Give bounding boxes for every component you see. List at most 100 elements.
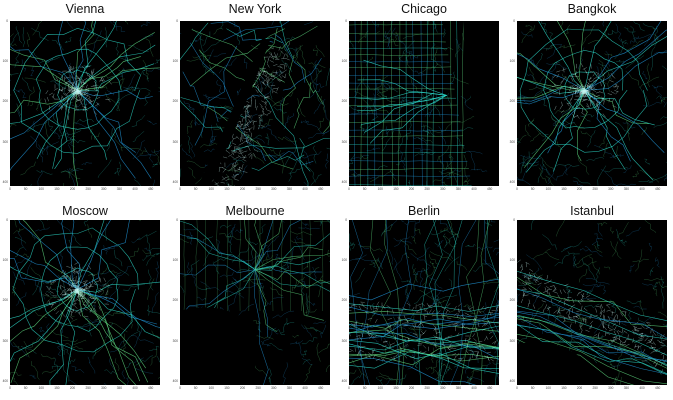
x-tick-label: 250 [255, 187, 261, 191]
x-tick-label: 100 [208, 187, 214, 191]
y-tick-label: 400 [2, 378, 8, 383]
y-tick-label: 0 [176, 218, 178, 222]
y-tick-label: 100 [341, 258, 347, 263]
x-tick-label: 0 [179, 386, 181, 390]
x-tick-label: 50 [530, 386, 535, 390]
y-tick-label: 100 [172, 258, 178, 263]
x-tick-label: 150 [224, 386, 230, 390]
x-tick-label: 100 [377, 386, 383, 390]
y-tick-label: 200 [2, 298, 8, 303]
y-tick-label: 400 [2, 179, 8, 184]
road-network-map [10, 220, 160, 385]
x-tick-label: 250 [424, 187, 430, 191]
x-tick-label: 250 [592, 386, 598, 390]
road-network-graphic [517, 220, 667, 385]
y-tick-label: 400 [341, 179, 347, 184]
y-tick-label: 400 [172, 378, 178, 383]
x-tick-label: 100 [38, 386, 44, 390]
x-tick-label: 450 [317, 187, 324, 191]
x-tick-label: 0 [516, 386, 518, 390]
road-network-graphic [349, 21, 499, 186]
x-tick-label: 450 [654, 187, 661, 191]
x-tick-label: 150 [561, 386, 567, 390]
x-tick-label: 400 [132, 187, 138, 191]
road-network-graphic [10, 220, 160, 385]
x-tick-label: 350 [116, 386, 123, 390]
x-tick-label: 150 [224, 187, 230, 191]
x-tick-label: 150 [393, 386, 399, 390]
road-network-graphic [349, 220, 499, 385]
y-tick-label: 0 [6, 218, 8, 222]
map-panel-bangkok: Bangkok 0 100 200 300 400 0 50 100 150 200 250 300 35… [510, 0, 667, 400]
x-tick-label: 400 [639, 386, 645, 390]
x-tick-label: 200 [239, 386, 246, 390]
x-tick-label: 250 [592, 187, 598, 191]
x-tick-label: 150 [54, 187, 60, 191]
x-tick-label: 350 [455, 386, 462, 390]
x-tick-label: 300 [608, 187, 614, 191]
y-tick-label: 200 [341, 99, 347, 104]
x-tick-label: 100 [545, 386, 551, 390]
map-title: Moscow [62, 204, 108, 218]
x-tick-label: 0 [9, 187, 11, 191]
x-tick-label: 450 [486, 386, 493, 390]
x-tick-label: 200 [239, 187, 246, 191]
x-tick-label: 450 [147, 187, 154, 191]
map-panel-vienna: Vienna 0 100 200 300 400 0 50 100 150 200 250 300 350… [3, 0, 160, 400]
map-title: Istanbul [570, 204, 614, 218]
map-title: Chicago [401, 2, 447, 16]
road-network-map [180, 21, 330, 186]
x-tick-label: 300 [440, 386, 446, 390]
x-tick-label: 450 [654, 386, 661, 390]
map-panel-moscow: Moscow 0 100 200 300 400 0 50 100 150 200 250 300 350… [3, 0, 160, 400]
map-panel-istanbul: Istanbul 0 100 200 300 400 0 50 100 150 200 250 300 3… [510, 0, 667, 400]
x-tick-label: 50 [530, 187, 535, 191]
x-tick-label: 350 [116, 187, 123, 191]
x-tick-label: 50 [362, 386, 367, 390]
y-tick-label: 100 [341, 59, 347, 64]
map-panel-chicago: Chicago 0 100 200 300 400 0 50 100 150 200 250 300 35… [342, 0, 499, 400]
y-tick-label: 0 [345, 19, 347, 23]
road-network-map [349, 21, 499, 186]
x-tick-label: 300 [101, 386, 107, 390]
road-network-graphic [180, 21, 330, 186]
x-tick-label: 0 [348, 386, 350, 390]
y-tick-label: 400 [509, 378, 515, 383]
y-tick-label: 200 [509, 99, 515, 104]
x-tick-label: 250 [85, 386, 91, 390]
y-tick-label: 0 [6, 19, 8, 23]
x-tick-label: 400 [471, 386, 477, 390]
y-tick-label: 300 [172, 338, 178, 343]
x-tick-label: 400 [471, 187, 477, 191]
x-tick-label: 0 [348, 187, 350, 191]
y-tick-label: 400 [172, 179, 178, 184]
x-tick-label: 0 [179, 187, 181, 191]
y-tick-label: 200 [2, 99, 8, 104]
y-tick-label: 300 [2, 139, 8, 144]
y-tick-label: 100 [509, 59, 515, 64]
x-tick-label: 200 [576, 386, 583, 390]
x-tick-label: 300 [440, 187, 446, 191]
map-title: Bangkok [567, 2, 617, 16]
x-tick-label: 150 [393, 187, 399, 191]
x-tick-label: 50 [193, 386, 198, 390]
y-tick-label: 300 [509, 338, 515, 343]
map-title: Vienna [65, 2, 105, 16]
x-tick-label: 250 [85, 187, 91, 191]
y-tick-label: 300 [172, 139, 178, 144]
y-tick-label: 100 [509, 258, 515, 263]
x-tick-label: 250 [424, 386, 430, 390]
y-tick-label: 0 [176, 19, 178, 23]
y-tick-label: 300 [341, 338, 347, 343]
x-tick-label: 0 [516, 187, 518, 191]
y-tick-label: 0 [513, 218, 515, 222]
x-tick-label: 400 [302, 386, 308, 390]
x-tick-label: 350 [455, 187, 462, 191]
x-tick-label: 0 [9, 386, 11, 390]
road-network-graphic [517, 21, 667, 186]
x-tick-label: 400 [302, 187, 308, 191]
y-tick-label: 100 [2, 59, 8, 64]
road-network-graphic [10, 21, 160, 186]
road-network-map [349, 220, 499, 385]
road-network-map [10, 21, 160, 186]
